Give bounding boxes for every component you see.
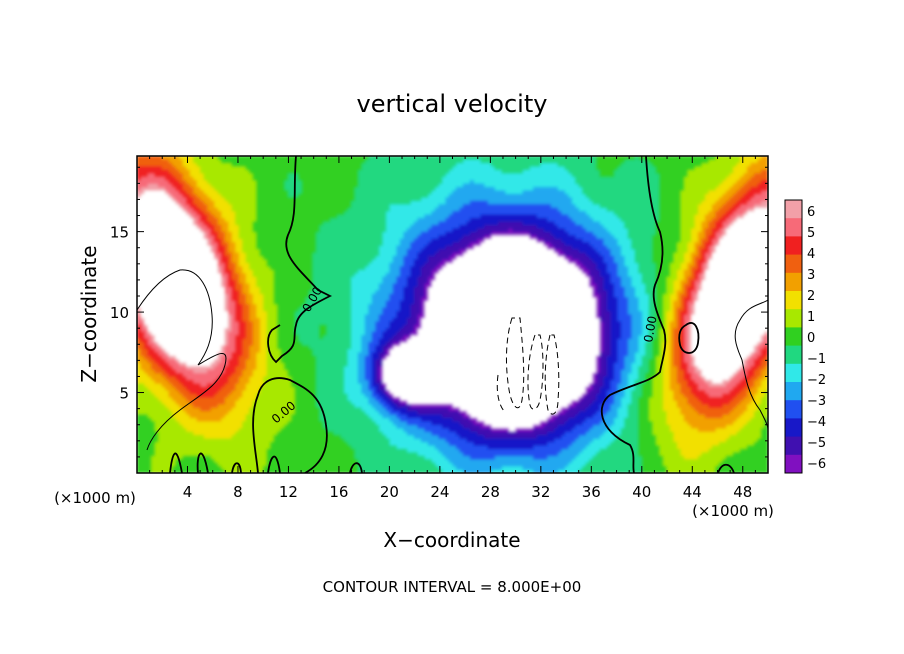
- x-tick-label: 36: [582, 483, 601, 501]
- negative-contour-center: [496, 317, 560, 415]
- colorbar-frame: [784, 199, 803, 474]
- colorbar-swatch: [785, 272, 802, 292]
- colorbar-label: −4: [807, 415, 826, 430]
- colorbar-label: −6: [807, 457, 826, 472]
- x-tick-label: 8: [233, 483, 243, 501]
- x-axis-label: X−coordinate: [383, 528, 520, 552]
- colorbar-swatch: [785, 345, 802, 365]
- colorbar-swatch: [785, 200, 802, 219]
- contour-interval-note: CONTOUR INTERVAL = 8.000E+00: [323, 578, 582, 596]
- zero-contour-left: [267, 156, 333, 364]
- heatmap: [137, 156, 768, 473]
- zero-contour-mid: [349, 462, 363, 473]
- colorbar-swatch: [785, 382, 802, 401]
- colorbar-label: 5: [807, 226, 815, 241]
- x-tick-label: 4: [183, 483, 193, 501]
- y-tick-label: 5: [119, 385, 129, 403]
- x-tick-label: 16: [329, 483, 348, 501]
- colorbar-label: −3: [807, 394, 826, 409]
- colorbar-label: −5: [807, 436, 826, 451]
- zero-contour-right-loop: [678, 322, 700, 354]
- x-tick-label: 40: [632, 483, 651, 501]
- colorbar-swatch: [785, 418, 802, 438]
- colorbar-label: 1: [807, 310, 815, 325]
- x-unit-left: (×1000 m): [54, 489, 136, 507]
- y-tick-label: 15: [110, 224, 129, 242]
- colorbar: 6 5 4 3 2 1 0 −1 −2 −3 −4 −5 −6: [784, 199, 826, 474]
- y-tick-label: 10: [110, 304, 129, 322]
- x-tick-label: 12: [279, 483, 298, 501]
- colorbar-swatch: [785, 218, 802, 237]
- positive-contour-left: [137, 269, 227, 451]
- colorbar-label: 2: [807, 289, 815, 304]
- x-tick-label: 20: [380, 483, 399, 501]
- colorbar-swatch: [785, 309, 802, 328]
- zero-contour-left-low: [252, 377, 328, 473]
- colorbar-swatch: [785, 254, 802, 274]
- contour-label-3: 0.00: [641, 315, 659, 344]
- x-tick-label: 48: [733, 483, 752, 501]
- colorbar-swatch: [785, 400, 802, 419]
- colorbar-label: −2: [807, 373, 826, 388]
- x-tick-label: 24: [430, 483, 449, 501]
- colorbar-swatch: [785, 291, 802, 310]
- positive-contour-right: [734, 299, 768, 431]
- x-tick-label: 44: [683, 483, 702, 501]
- y-axis-label: Z−coordinate: [77, 245, 101, 382]
- x-tick-label: 32: [531, 483, 550, 501]
- zero-contour-small-loops: [169, 452, 735, 473]
- colorbar-swatch: [785, 236, 802, 256]
- colorbar-label: 0: [807, 331, 815, 346]
- colorbar-swatch: [785, 363, 802, 383]
- colorbar-label: 3: [807, 268, 815, 283]
- x-unit-right: (×1000 m): [692, 502, 774, 520]
- colorbar-label: −1: [807, 352, 826, 367]
- colorbar-swatch: [785, 327, 802, 347]
- colorbar-label: 6: [807, 205, 815, 220]
- colorbar-swatch: [785, 436, 802, 456]
- plot-area: 0.00 0.00 0.00 4 8 12 16 20 24 28 32 36 40 44 48510…: [110, 155, 769, 501]
- chart-title: vertical velocity: [357, 90, 548, 118]
- x-tick-label: 28: [481, 483, 500, 501]
- colorbar-swatch: [785, 454, 802, 474]
- colorbar-label: 4: [807, 247, 815, 262]
- zero-contour-right: [600, 156, 667, 473]
